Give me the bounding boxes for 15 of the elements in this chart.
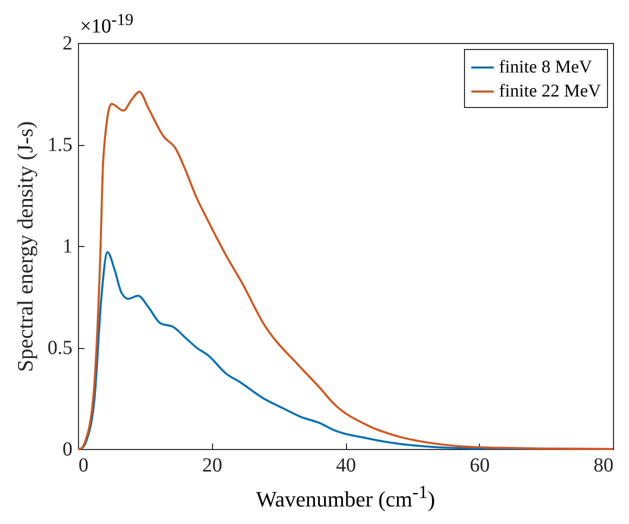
y-tick-label: 1 (62, 236, 72, 258)
x-tick-label: 20 (202, 454, 222, 476)
y-tick-label: 1.5 (48, 134, 72, 156)
legend-label: finite 22 MeV (499, 80, 601, 100)
x-tick-label: 40 (336, 454, 356, 476)
text: ×10$^{-19}$ (80, 10, 134, 39)
x-axis-title: Wavenumber (cm$^{-1}$) (254, 482, 436, 512)
y-axis-title: Spectral energy density (J-s) (12, 121, 38, 372)
y-tick-label: 0 (62, 438, 72, 460)
x-tick-label: 60 (470, 454, 490, 476)
x-tick-label: 0 (78, 454, 88, 476)
y-tick-label: 0.5 (48, 337, 72, 359)
y-tick-label: 2 (62, 32, 72, 54)
x-tick-label: 80 (594, 454, 614, 476)
legend-label: finite 8 MeV (499, 56, 592, 76)
